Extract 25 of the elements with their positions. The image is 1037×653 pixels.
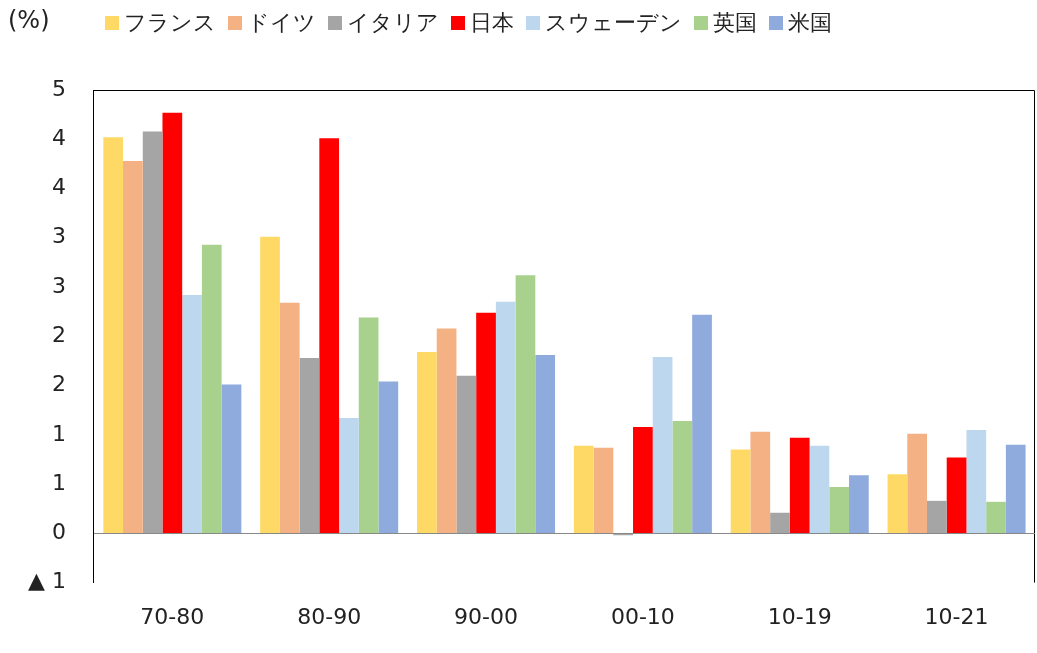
x-tick-label: 90-00 [454,603,518,629]
y-tick-label: 3 [51,223,66,249]
x-tick-label: 00-10 [610,603,675,629]
y-tick-label: 1 [51,469,66,495]
x-tick-label: 10-21 [924,603,989,629]
y-tick-label: 5 [51,75,66,101]
legend-label: 英国 [713,9,757,37]
y-tick-label: ▲ 1 [27,568,66,594]
y-tick-label: 2 [51,322,66,348]
x-tick-label: 70-80 [140,603,205,629]
y-tick-label: 0 [51,519,66,545]
y-tick-label: 3 [51,272,66,298]
legend-label: 米国 [788,9,832,37]
y-tick-label: 4 [51,174,66,200]
y-tick-label: 2 [51,371,66,397]
y-axis-title: (%) [8,6,50,34]
legend-label: 日本 [470,9,514,37]
legend-label: ドイツ [247,9,316,37]
y-tick-label: 4 [51,124,66,150]
y-tick-label: 1 [51,420,66,446]
legend-label: フランス [124,9,216,37]
x-tick-label: 10-19 [767,603,832,629]
x-tick-label: 80-90 [297,603,362,629]
legend-label: スウェーデン [545,9,682,37]
legend-label: イタリア [347,9,439,37]
